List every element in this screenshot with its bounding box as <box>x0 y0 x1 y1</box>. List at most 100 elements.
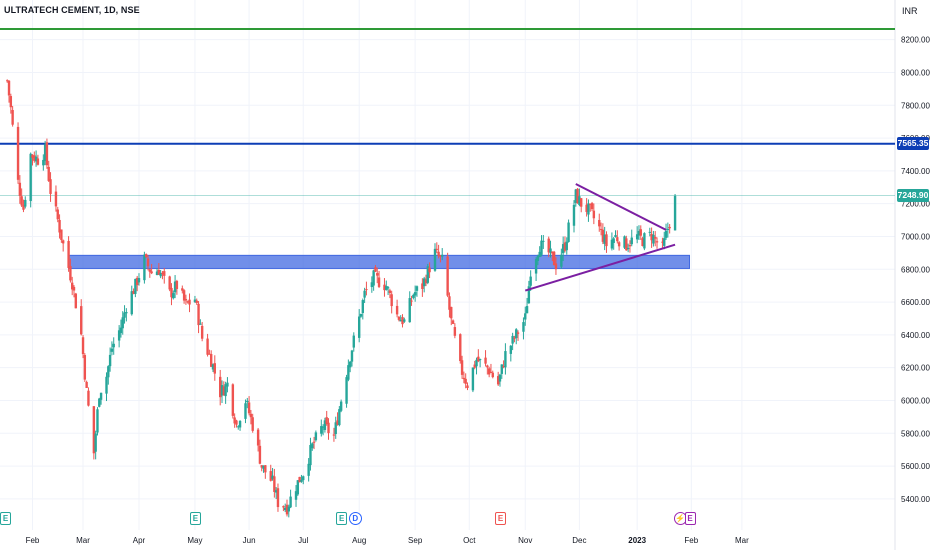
candle-down <box>16 126 20 180</box>
candle-down <box>184 298 188 301</box>
candle-down <box>628 245 632 247</box>
candle-down <box>67 240 70 268</box>
candle-down <box>182 290 186 301</box>
candle-down <box>157 270 161 275</box>
candle-down <box>466 385 469 388</box>
candle-up <box>43 144 47 162</box>
candle-up <box>98 398 101 407</box>
candle-down <box>85 381 88 388</box>
candle-up <box>509 345 513 354</box>
candle-down <box>576 188 579 204</box>
candle-up <box>348 361 352 368</box>
candle-up <box>560 254 563 267</box>
candle-up <box>159 272 162 277</box>
candle-up <box>307 463 310 476</box>
candle-down <box>163 271 166 276</box>
candle-up <box>274 490 278 493</box>
y-tick-label: 7000.00 <box>901 232 930 241</box>
candle-down <box>47 166 50 181</box>
candle-down <box>462 377 466 380</box>
dividend-icon[interactable]: D <box>348 512 362 525</box>
x-tick-label: Aug <box>352 536 366 545</box>
candle-up <box>603 234 606 244</box>
candle-up <box>522 322 525 332</box>
candle-up <box>137 278 141 283</box>
candle-up <box>525 306 529 314</box>
candle-up <box>385 286 388 290</box>
candle-up <box>96 409 99 433</box>
candle-down <box>650 233 653 241</box>
candle-up <box>117 330 121 341</box>
candle-down <box>592 210 596 219</box>
candle-up <box>372 270 375 286</box>
candle-down <box>74 293 78 309</box>
candle-up <box>663 238 666 246</box>
candle-up <box>529 276 532 286</box>
candle-up <box>155 271 159 276</box>
candle-up <box>643 233 646 249</box>
candle-down <box>598 219 601 227</box>
candle-down <box>188 299 191 305</box>
candle-up <box>359 314 363 317</box>
candle-down <box>69 266 72 281</box>
candle-down <box>585 204 588 212</box>
candle-up <box>612 238 615 243</box>
candle-down <box>56 209 59 220</box>
candle-up <box>108 354 112 367</box>
x-tick-label: Oct <box>463 536 476 545</box>
candle-up <box>498 374 502 382</box>
x-tick-label: Apr <box>133 536 146 545</box>
candle-down <box>146 258 150 267</box>
candle-down <box>195 300 198 303</box>
y-tick-label: 6600.00 <box>901 298 930 307</box>
candle-down <box>460 360 464 375</box>
candle-up <box>538 251 541 257</box>
candle-down <box>6 80 9 82</box>
earnings-positive-icon[interactable]: E <box>336 512 348 525</box>
candle-up <box>572 204 576 226</box>
candle-down <box>11 110 14 125</box>
candle-down <box>459 334 462 362</box>
y-tick-label: 7200.00 <box>901 200 930 209</box>
y-tick-label: 6000.00 <box>901 396 930 405</box>
earnings-negative-icon[interactable]: E <box>494 512 506 525</box>
candle-down <box>161 272 164 275</box>
candle-up <box>130 291 133 315</box>
candle-up <box>309 445 312 466</box>
candle-down <box>473 364 476 368</box>
candle-down <box>273 476 276 492</box>
resistance-price-tag: 7565.35 <box>897 137 929 151</box>
candle-up <box>224 384 227 397</box>
support-zone <box>68 254 691 269</box>
candle-up <box>475 359 478 367</box>
candle-up <box>574 189 577 203</box>
candle-up <box>193 299 197 303</box>
earnings-positive-icon[interactable]: E <box>0 512 11 525</box>
candle-up <box>94 433 97 452</box>
candle-down <box>599 228 603 230</box>
candle-down <box>83 355 87 380</box>
candle-down <box>135 277 139 286</box>
x-tick-label: Feb <box>26 536 40 545</box>
candle-up <box>29 153 32 202</box>
candle-down <box>71 282 74 290</box>
x-tick-label: May <box>187 536 202 545</box>
candle-up <box>237 426 240 428</box>
earnings-upcoming-icon[interactable]: E <box>684 512 696 525</box>
candle-up <box>524 313 527 320</box>
candle-up <box>226 382 229 387</box>
candle-down <box>453 327 457 336</box>
split-event-icon[interactable]: ⚡ <box>673 512 687 525</box>
y-tick-label: 7800.00 <box>901 101 930 110</box>
earnings-positive-icon[interactable]: E <box>189 512 201 525</box>
candle-up <box>527 286 531 304</box>
candle-up <box>125 311 128 314</box>
lower-trendline <box>524 243 676 292</box>
candle-up <box>352 335 355 348</box>
candle-up <box>357 316 361 338</box>
candle-up <box>296 480 300 495</box>
candle-down <box>285 504 289 515</box>
candle-up <box>587 203 590 215</box>
